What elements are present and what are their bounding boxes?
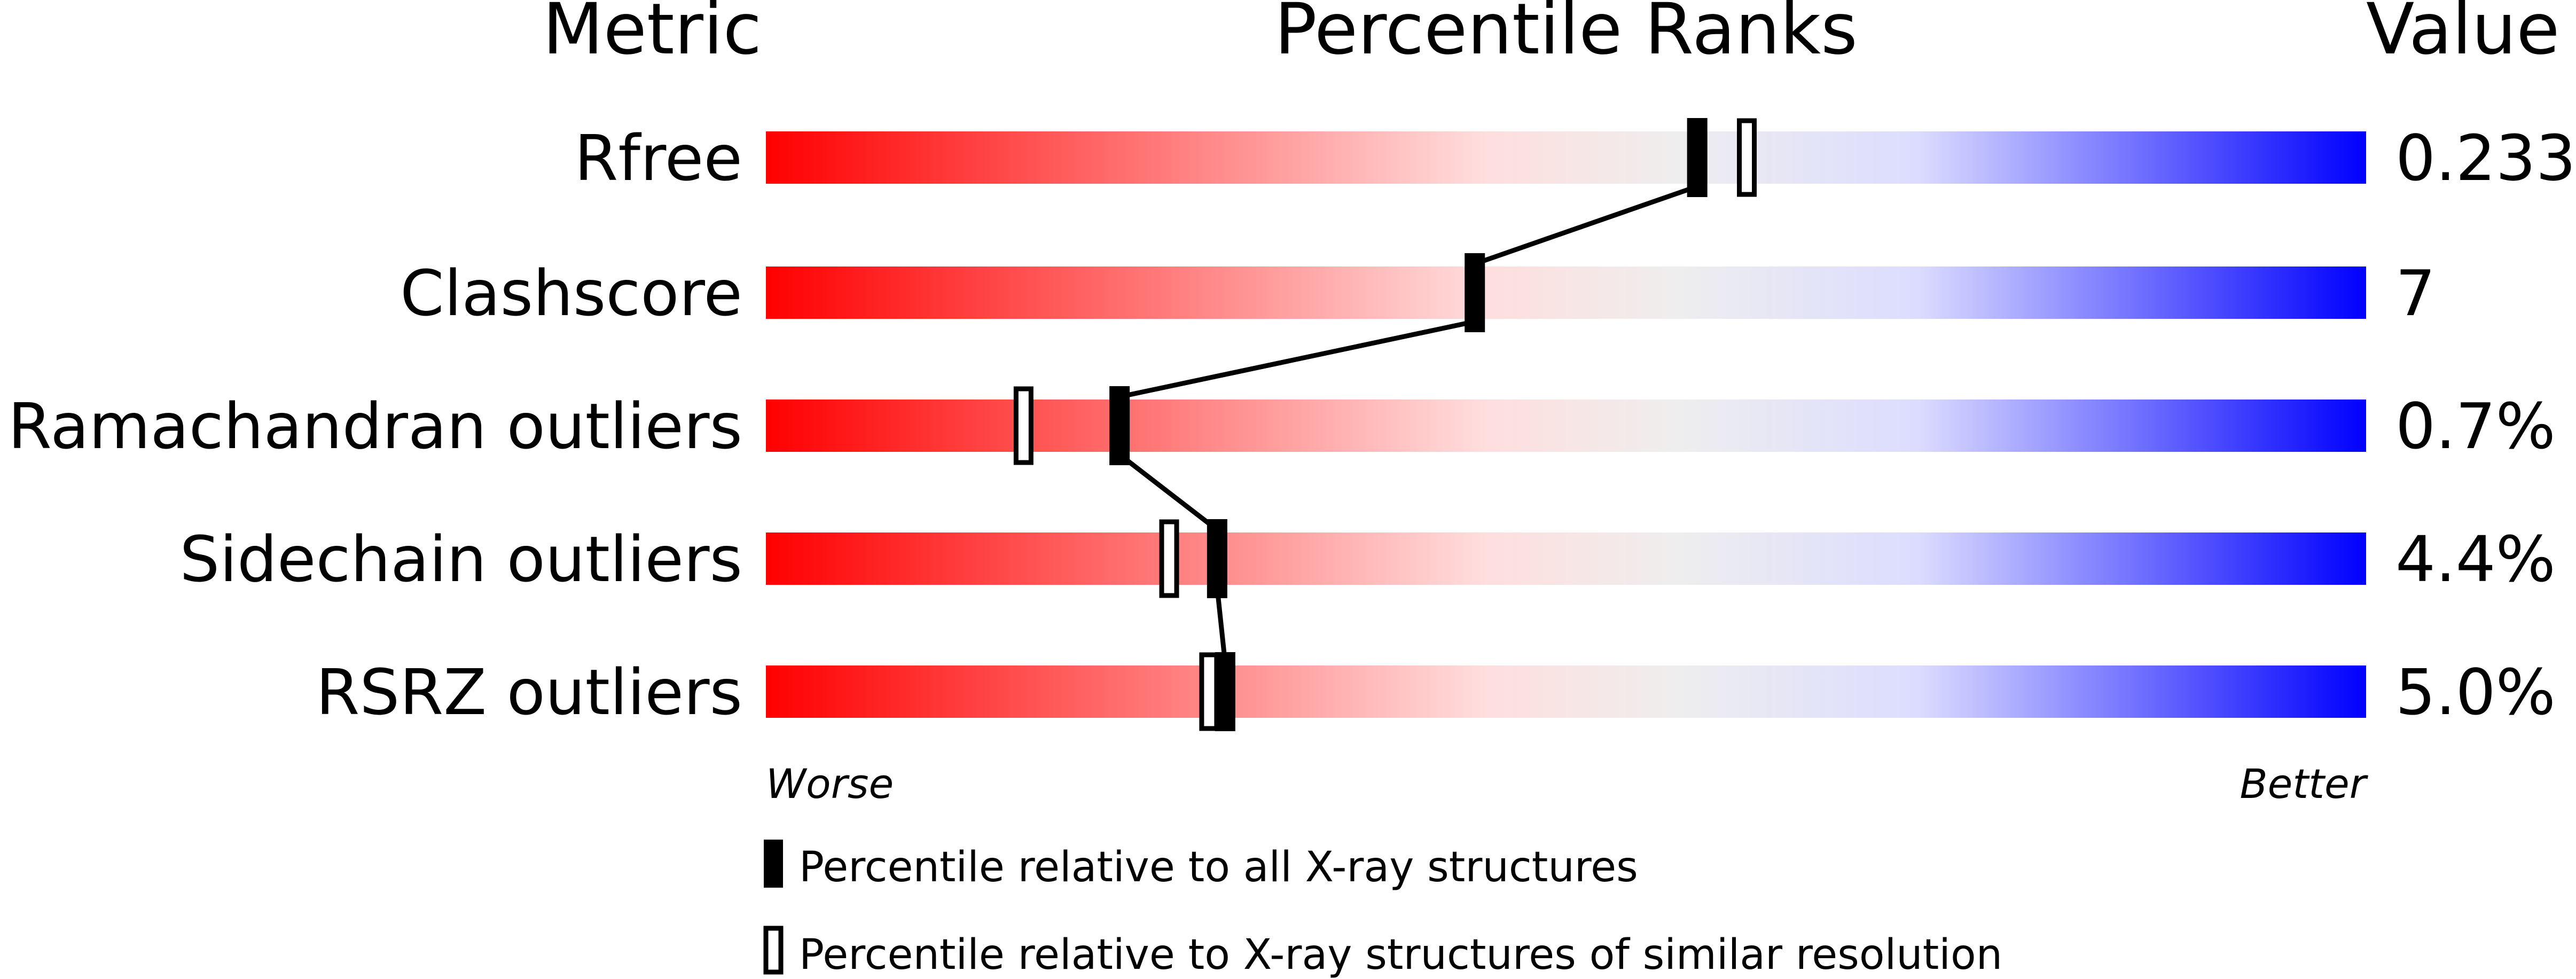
- axis-label-better: Better: [2240, 760, 2369, 808]
- connector-line: [1119, 319, 1476, 400]
- marker-similar-resolution: [1199, 652, 1219, 731]
- legend-label-similar: Percentile relative to X-ray structures …: [799, 931, 2002, 979]
- marker-similar-resolution: [1737, 118, 1757, 197]
- metric-value: 4.4%: [2395, 522, 2556, 596]
- metric-value: 7: [2395, 256, 2436, 330]
- percentile-bar: [766, 267, 2366, 319]
- marker-all-structures: [1687, 118, 1708, 197]
- percentile-bar: [766, 665, 2366, 718]
- legend-label-all: Percentile relative to all X-ray structu…: [799, 843, 1638, 891]
- header-percentile-ranks: Percentile Ranks: [1274, 0, 1858, 71]
- metric-label: Ramachandran outliers: [8, 389, 742, 463]
- header-metric: Metric: [543, 0, 762, 71]
- metric-label: RSRZ outliers: [316, 655, 742, 729]
- percentile-bar: [766, 400, 2366, 452]
- marker-all-structures: [1465, 253, 1485, 332]
- connector-line: [1474, 184, 1698, 267]
- connector-line: [1118, 452, 1219, 532]
- metric-label: Sidechain outliers: [179, 522, 742, 596]
- legend-open-marker: [763, 926, 784, 975]
- metric-value: 0.233: [2395, 121, 2576, 195]
- marker-similar-resolution: [1013, 386, 1033, 465]
- axis-label-worse: Worse: [766, 760, 894, 808]
- legend-filled-marker: [764, 840, 783, 888]
- metric-label: Rfree: [574, 121, 742, 195]
- metric-label: Clashscore: [400, 256, 742, 330]
- connector-line: [1215, 587, 1228, 663]
- connector-lines: [1118, 184, 1698, 663]
- percentile-bar: [766, 131, 2366, 184]
- marker-all-structures: [1207, 519, 1227, 598]
- header-value: Value: [2366, 0, 2559, 71]
- marker-all-structures: [1215, 652, 1235, 731]
- marker-similar-resolution: [1159, 519, 1179, 598]
- metric-value: 5.0%: [2395, 655, 2556, 729]
- percentile-bar: [766, 532, 2366, 585]
- metric-value: 0.7%: [2395, 389, 2556, 463]
- marker-all-structures: [1109, 386, 1130, 465]
